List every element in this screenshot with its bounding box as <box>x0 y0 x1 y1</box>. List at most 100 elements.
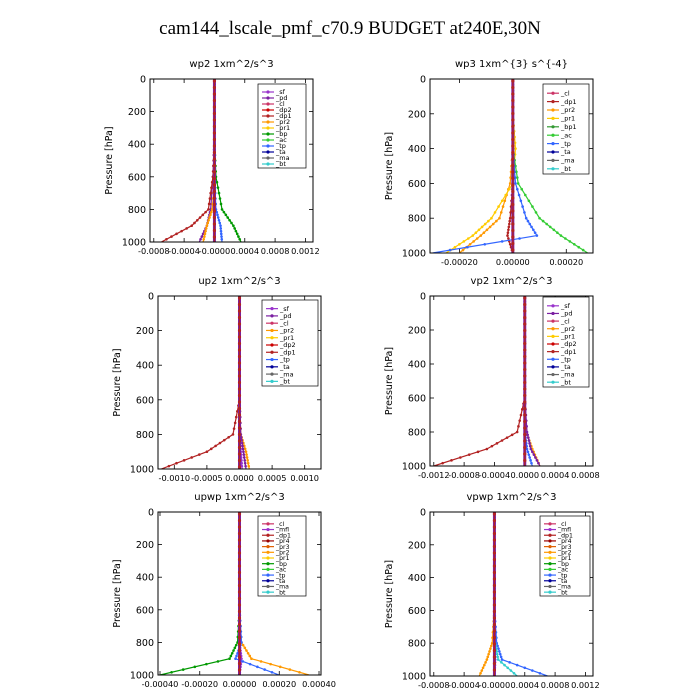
plot-frame <box>149 78 314 243</box>
profile-marker <box>511 189 515 194</box>
profile-marker <box>511 176 515 181</box>
series-point-dp1 <box>207 208 210 211</box>
legend-marker <box>548 539 552 543</box>
legend-label: _cl <box>275 521 284 528</box>
x-tick-label: -0.0008 <box>418 680 450 690</box>
legend-marker <box>551 350 555 354</box>
series-point-tp <box>263 668 266 671</box>
y-tick-label: 0 <box>420 292 426 303</box>
legend-marker <box>551 372 555 377</box>
series-point-dp1 <box>519 413 523 417</box>
y-tick-label: 0 <box>420 75 426 86</box>
profile-marker <box>492 629 497 633</box>
profile-marker <box>511 124 515 129</box>
profile-marker <box>237 544 242 549</box>
series-point-pr2 <box>479 234 483 237</box>
series-point-tp <box>528 456 531 459</box>
series-point-bt <box>496 655 500 659</box>
series-point-tp <box>508 661 511 664</box>
x-tick-label: 0.00020 <box>262 679 296 689</box>
series-point-dp1 <box>500 439 504 442</box>
series-point-ac <box>552 228 556 232</box>
series-point-pr2 <box>488 650 491 653</box>
profile-marker <box>523 406 527 411</box>
series-point-pr1 <box>497 205 500 208</box>
profile-marker <box>492 661 497 666</box>
legend-label: _pr1 <box>560 333 575 341</box>
series-point-pd <box>243 461 247 465</box>
profile-marker <box>237 406 242 411</box>
series-point-pd <box>242 453 246 456</box>
legend-label: _dp1 <box>279 348 296 356</box>
profile-marker <box>237 577 242 581</box>
series-point-pr2 <box>245 649 248 652</box>
chart-title: wp3 1xm^{3} s^{-4} <box>455 59 568 70</box>
profile-marker <box>212 196 217 200</box>
legend: _sf_pd_cl_pr2_pr1_dp2_dp1_tp_ta_ma_bt <box>542 296 590 388</box>
y-tick-label: 400 <box>408 144 426 155</box>
profile-marker <box>511 144 515 148</box>
profile-marker <box>237 335 242 339</box>
legend-label: _tp <box>275 142 286 150</box>
profile-marker <box>523 380 527 385</box>
series-line-pd <box>198 79 216 242</box>
series-point-tp <box>525 447 529 451</box>
legend-label: _pr2 <box>275 550 290 557</box>
series-line-dp1 <box>161 296 241 469</box>
profile-marker <box>237 648 242 653</box>
series-point-ac <box>548 225 552 229</box>
series-point-bp <box>216 660 220 663</box>
series-point-pr2 <box>205 224 209 227</box>
series-point-dp1 <box>167 464 171 468</box>
profile-marker <box>237 512 242 516</box>
series-point-dp1 <box>490 444 494 448</box>
legend-marker <box>551 91 555 95</box>
series-point-bp <box>237 235 240 238</box>
legend-marker <box>266 126 270 130</box>
y-tick-label: 600 <box>136 605 154 616</box>
profile-marker <box>492 668 497 672</box>
series-point-dp1 <box>165 237 168 241</box>
y-axis-label: Pressure [hPa] <box>384 347 395 415</box>
series-point-pd <box>531 450 534 454</box>
data-layer <box>161 79 242 242</box>
series-point-pr2 <box>475 237 479 240</box>
profile-marker <box>523 361 527 365</box>
legend-marker <box>266 120 270 124</box>
legend-label: _ac <box>275 567 287 574</box>
x-tick-label: 0.0004 <box>230 246 259 256</box>
x-tick-label: -0.0010 <box>158 473 190 483</box>
series-point-tp <box>518 237 521 240</box>
profile-marker <box>523 348 527 352</box>
series-point-dp1 <box>234 415 238 419</box>
series-point-pr2 <box>250 657 253 660</box>
series-point-tp <box>514 182 517 185</box>
series-point-tp <box>530 461 533 465</box>
series-point-pr2 <box>501 205 505 208</box>
legend-marker <box>548 573 552 577</box>
legend-label: _ma <box>275 584 289 591</box>
series-point-pd <box>242 456 246 459</box>
series-point-ac <box>520 187 524 191</box>
series-point-tp <box>517 193 521 197</box>
legend-marker <box>551 304 555 308</box>
series-point-bp <box>233 227 236 230</box>
profile-marker <box>492 577 497 581</box>
series-point-dp1 <box>190 456 193 459</box>
legend-label: _dp2 <box>560 340 577 348</box>
profile-marker <box>237 629 242 633</box>
series-point-pd <box>243 459 247 462</box>
profile-marker <box>212 105 217 109</box>
legend-marker <box>266 90 270 94</box>
legend-label: _dp1 <box>560 98 577 106</box>
legend-box <box>542 83 590 175</box>
series-point-ac <box>538 216 541 220</box>
profile-marker <box>212 85 217 90</box>
profile-marker <box>212 118 217 122</box>
y-tick-label: 1000 <box>402 249 426 260</box>
series-point-tp <box>500 240 504 243</box>
legend-marker <box>266 138 270 142</box>
y-tick-label: 200 <box>408 109 426 120</box>
plot-frame <box>429 511 594 677</box>
series-point-dp1 <box>180 229 183 233</box>
